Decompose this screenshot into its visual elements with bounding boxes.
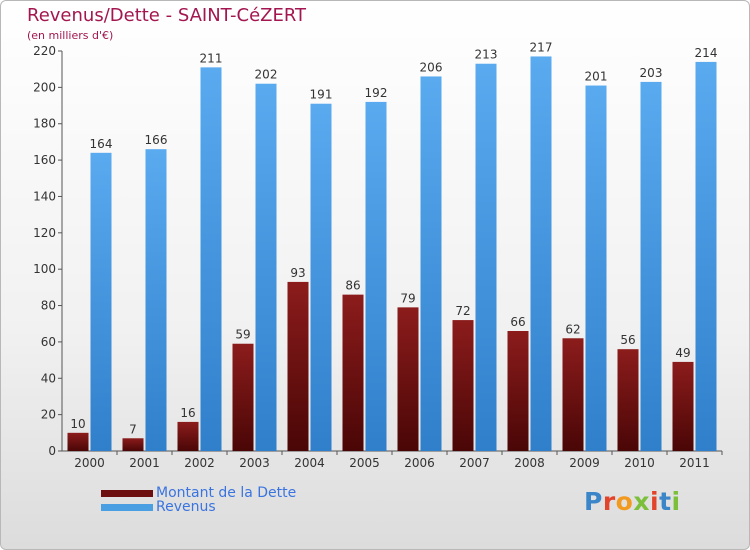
- data-label-revenus: 217: [530, 40, 553, 54]
- y-tick-label: 140: [33, 189, 56, 203]
- data-label-revenus: 214: [695, 46, 718, 60]
- x-tick-label: 2002: [184, 456, 215, 470]
- data-label-revenus: 166: [145, 133, 168, 147]
- data-label-revenus: 203: [640, 66, 663, 80]
- data-label-dette: 86: [345, 279, 360, 293]
- x-tick-label: 2005: [349, 456, 380, 470]
- logo-letter: i: [650, 487, 660, 516]
- data-label-dette: 49: [675, 346, 690, 360]
- x-tick-label: 2008: [514, 456, 545, 470]
- y-tick-label: 200: [33, 80, 56, 94]
- x-tick-label: 2001: [129, 456, 160, 470]
- logo-letter: i: [671, 487, 681, 516]
- x-tick-label: 2010: [624, 456, 655, 470]
- legend-item-revenus: Revenus: [101, 499, 296, 515]
- y-tick-label: 160: [33, 153, 56, 167]
- data-label-revenus: 192: [365, 86, 388, 100]
- bar-dette: [452, 320, 474, 451]
- bar-revenus: [475, 63, 497, 452]
- y-tick-label: 60: [41, 335, 56, 349]
- bar-dette: [287, 281, 309, 451]
- y-tick-label: 0: [48, 444, 56, 458]
- bar-revenus: [640, 81, 662, 451]
- data-label-revenus: 206: [420, 60, 443, 74]
- data-label-dette: 93: [290, 266, 305, 280]
- bar-revenus: [200, 67, 222, 451]
- legend-label-dette: Montant de la Dette: [156, 485, 297, 501]
- bar-revenus: [255, 83, 277, 452]
- data-label-dette: 72: [455, 304, 470, 318]
- data-label-revenus: 213: [475, 48, 498, 62]
- data-label-revenus: 211: [200, 51, 223, 65]
- bar-dette: [507, 331, 529, 451]
- x-tick-label: 2006: [404, 456, 435, 470]
- y-tick-label: 100: [33, 262, 56, 276]
- bar-revenus: [695, 61, 717, 452]
- x-tick-label: 2003: [239, 456, 270, 470]
- logo-letter: P: [584, 487, 603, 516]
- data-label-dette: 79: [400, 291, 415, 305]
- bar-revenus: [310, 103, 332, 452]
- bar-dette: [617, 349, 639, 451]
- y-tick-label: 180: [33, 117, 56, 131]
- data-label-dette: 7: [129, 422, 137, 436]
- data-label-dette: 66: [510, 315, 525, 329]
- y-tick-label: 80: [41, 299, 56, 313]
- y-tick-label: 220: [33, 44, 56, 58]
- data-label-dette: 62: [565, 322, 580, 336]
- x-tick-label: 2007: [459, 456, 490, 470]
- x-tick-label: 2009: [569, 456, 600, 470]
- data-label-dette: 59: [235, 328, 250, 342]
- bar-revenus: [145, 149, 167, 451]
- bar-revenus: [420, 76, 442, 452]
- bar-revenus: [585, 85, 607, 451]
- bar-dette: [122, 438, 144, 451]
- bar-dette: [177, 421, 199, 451]
- y-tick-label: 40: [41, 371, 56, 385]
- logo-letter: r: [602, 487, 616, 516]
- legend-swatch-dette: [101, 489, 153, 497]
- bar-dette: [562, 338, 584, 451]
- bar-dette: [342, 294, 364, 451]
- bar-dette: [397, 307, 419, 451]
- bar-revenus: [365, 101, 387, 451]
- data-label-revenus: 164: [90, 137, 113, 151]
- legend-item-dette: Montant de la Dette: [101, 485, 297, 501]
- chart-title: Revenus/Dette - SAINT-CéZERT: [27, 5, 307, 26]
- y-tick-label: 120: [33, 226, 56, 240]
- bar-dette: [232, 343, 254, 451]
- chart-subtitle: (en milliers d'€): [27, 29, 114, 42]
- data-label-revenus: 201: [585, 70, 608, 84]
- logo-letter: x: [633, 487, 650, 516]
- bar-revenus: [530, 56, 552, 452]
- data-label-revenus: 202: [255, 68, 278, 82]
- proxiti-logo: Proxiti: [584, 487, 681, 516]
- x-tick-label: 2000: [74, 456, 105, 470]
- y-tick-label: 20: [41, 408, 56, 422]
- legend: Montant de la Dette Revenus: [101, 485, 297, 515]
- x-tick-label: 2011: [679, 456, 710, 470]
- data-label-dette: 16: [180, 406, 195, 420]
- bar-dette: [67, 432, 89, 451]
- legend-swatch-revenus: [101, 503, 153, 511]
- data-label-dette: 10: [70, 417, 85, 431]
- logo-letter: t: [659, 487, 672, 516]
- bar-revenus: [90, 152, 112, 451]
- data-label-revenus: 191: [310, 88, 333, 102]
- logo-letter: o: [615, 487, 634, 516]
- data-label-dette: 56: [620, 333, 635, 347]
- x-tick-label: 2004: [294, 456, 325, 470]
- legend-label-revenus: Revenus: [156, 499, 216, 515]
- bar-dette: [672, 361, 694, 451]
